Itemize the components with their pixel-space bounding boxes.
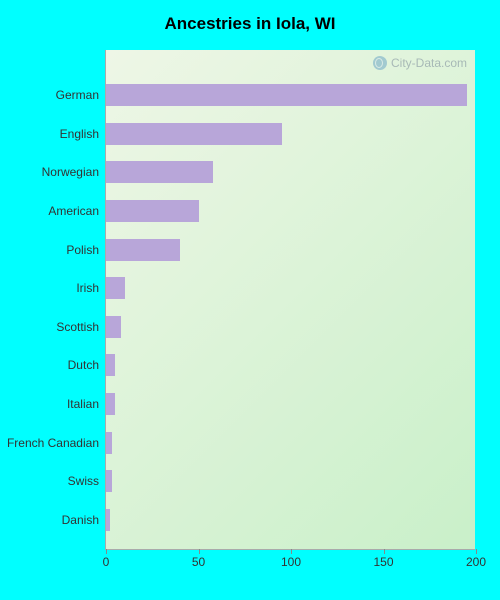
x-tick — [291, 549, 292, 554]
bar — [106, 200, 199, 222]
y-axis-label: Danish — [62, 513, 99, 527]
x-axis-label: 0 — [103, 555, 110, 569]
x-axis-label: 200 — [466, 555, 486, 569]
bar — [106, 432, 112, 454]
bar — [106, 316, 121, 338]
y-axis-label: Italian — [67, 397, 99, 411]
watermark: City-Data.com — [373, 56, 467, 70]
bar — [106, 84, 467, 106]
x-tick — [106, 549, 107, 554]
chart-title: Ancestries in Iola, WI — [0, 14, 500, 34]
globe-icon — [373, 56, 387, 70]
bar — [106, 354, 115, 376]
y-axis-label: Norwegian — [42, 165, 99, 179]
plot-area: City-Data.com 050100150200 — [105, 50, 475, 550]
bar — [106, 239, 180, 261]
y-axis-label: American — [48, 204, 99, 218]
y-axis-label: French Canadian — [7, 436, 99, 450]
bar — [106, 509, 110, 531]
bar — [106, 470, 112, 492]
y-axis-label: English — [60, 127, 99, 141]
y-axis-label: Scottish — [56, 320, 99, 334]
y-axis-label: Polish — [66, 243, 99, 257]
x-axis-label: 100 — [281, 555, 301, 569]
chart-canvas: Ancestries in Iola, WI City-Data.com 050… — [0, 0, 500, 600]
x-tick — [199, 549, 200, 554]
y-axis-label: Swiss — [68, 474, 99, 488]
x-tick — [476, 549, 477, 554]
x-axis-label: 150 — [373, 555, 393, 569]
y-axis-label: German — [56, 88, 99, 102]
y-axis-label: Irish — [76, 281, 99, 295]
bar — [106, 123, 282, 145]
x-tick — [384, 549, 385, 554]
x-axis-label: 50 — [192, 555, 205, 569]
watermark-text: City-Data.com — [391, 56, 467, 70]
bar — [106, 277, 125, 299]
bar — [106, 161, 213, 183]
y-axis-label: Dutch — [68, 358, 99, 372]
bar — [106, 393, 115, 415]
